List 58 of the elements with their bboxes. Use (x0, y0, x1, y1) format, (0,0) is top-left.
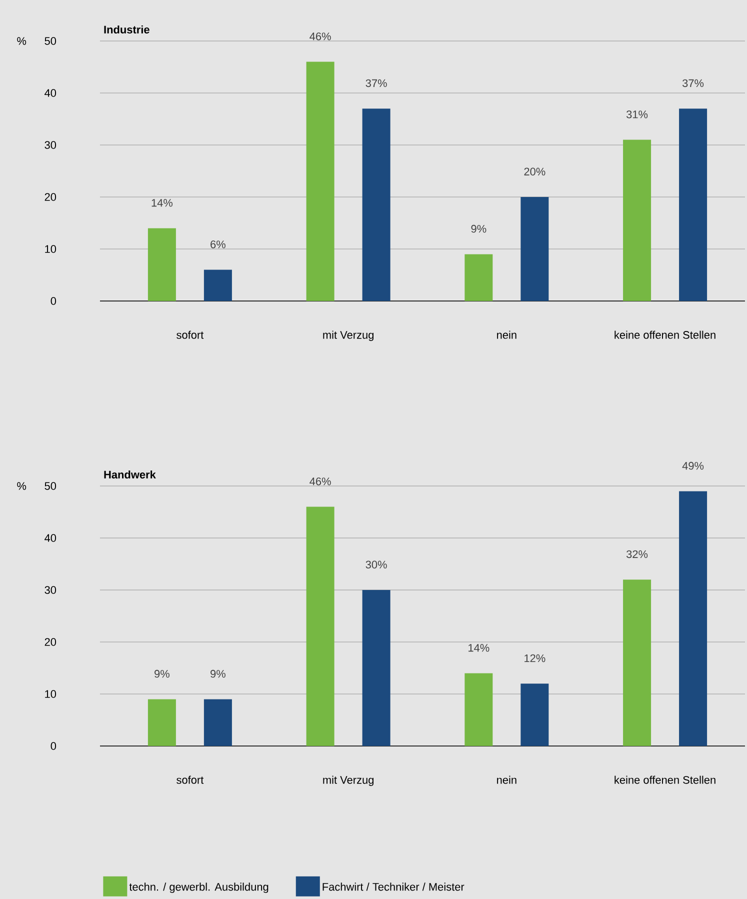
bar (679, 108, 708, 301)
bar (204, 699, 232, 746)
data-label: 30% (366, 560, 387, 568)
data-label: 9% (471, 224, 486, 233)
y-tick-label: 20 (44, 193, 56, 201)
bar (623, 580, 652, 746)
bar (520, 196, 549, 301)
y-tick-label: 40 (44, 89, 56, 97)
bar (306, 62, 334, 301)
y-tick-label: 40 (44, 534, 56, 542)
chart-title: Industrie (104, 25, 150, 34)
y-tick-label: 30 (44, 586, 56, 594)
y-tick-label: 0 (50, 742, 56, 750)
data-label: 46% (310, 478, 331, 486)
data-label: 20% (524, 168, 546, 176)
data-label: 14% (468, 644, 490, 652)
data-label: 31% (626, 110, 648, 118)
data-label: 37% (366, 79, 387, 88)
data-label: 9% (210, 670, 226, 678)
data-label: 14% (152, 199, 173, 207)
legend-label: Fachwirt / Techniker / Meister (322, 882, 464, 891)
x-tick-label: sofort (176, 330, 204, 339)
y-axis-title: % (17, 482, 26, 490)
bar (623, 140, 652, 301)
x-tick-label: sofort (176, 776, 204, 784)
bar (679, 491, 708, 746)
legend-label: techn. / gewerbl. Ausbildung (129, 882, 268, 893)
bar (362, 590, 390, 746)
bar (464, 673, 493, 746)
y-axis-title: % (17, 37, 26, 45)
data-label: 32% (626, 550, 648, 558)
bar (464, 254, 493, 301)
y-tick-label: 10 (45, 690, 56, 698)
data-label: 9% (154, 670, 170, 678)
data-label: 37% (682, 79, 704, 88)
data-label: 46% (310, 32, 331, 40)
bar (362, 108, 390, 301)
bar (148, 228, 176, 301)
chart-title: Handwerk (104, 470, 156, 478)
bar (148, 699, 176, 746)
x-tick-label: nein (497, 330, 516, 339)
data-label: 49% (682, 462, 704, 470)
x-tick-label: keine offenen Stellen (614, 330, 716, 339)
bar (520, 684, 549, 746)
bar (306, 506, 334, 746)
y-tick-label: 50 (44, 37, 56, 45)
data-label: 12% (524, 654, 546, 662)
bar (204, 270, 232, 301)
x-tick-label: keine offenen Stellen (614, 776, 716, 784)
y-tick-label: 30 (44, 141, 56, 149)
y-tick-label: 10 (45, 245, 56, 253)
y-tick-label: 20 (44, 638, 56, 646)
y-tick-label: 50 (44, 482, 56, 490)
data-label: 6% (210, 240, 226, 248)
x-tick-label: mit Verzug (323, 330, 374, 341)
x-tick-label: nein (497, 776, 516, 784)
y-tick-label: 0 (50, 297, 56, 305)
x-tick-label: mit Verzug (323, 776, 374, 786)
